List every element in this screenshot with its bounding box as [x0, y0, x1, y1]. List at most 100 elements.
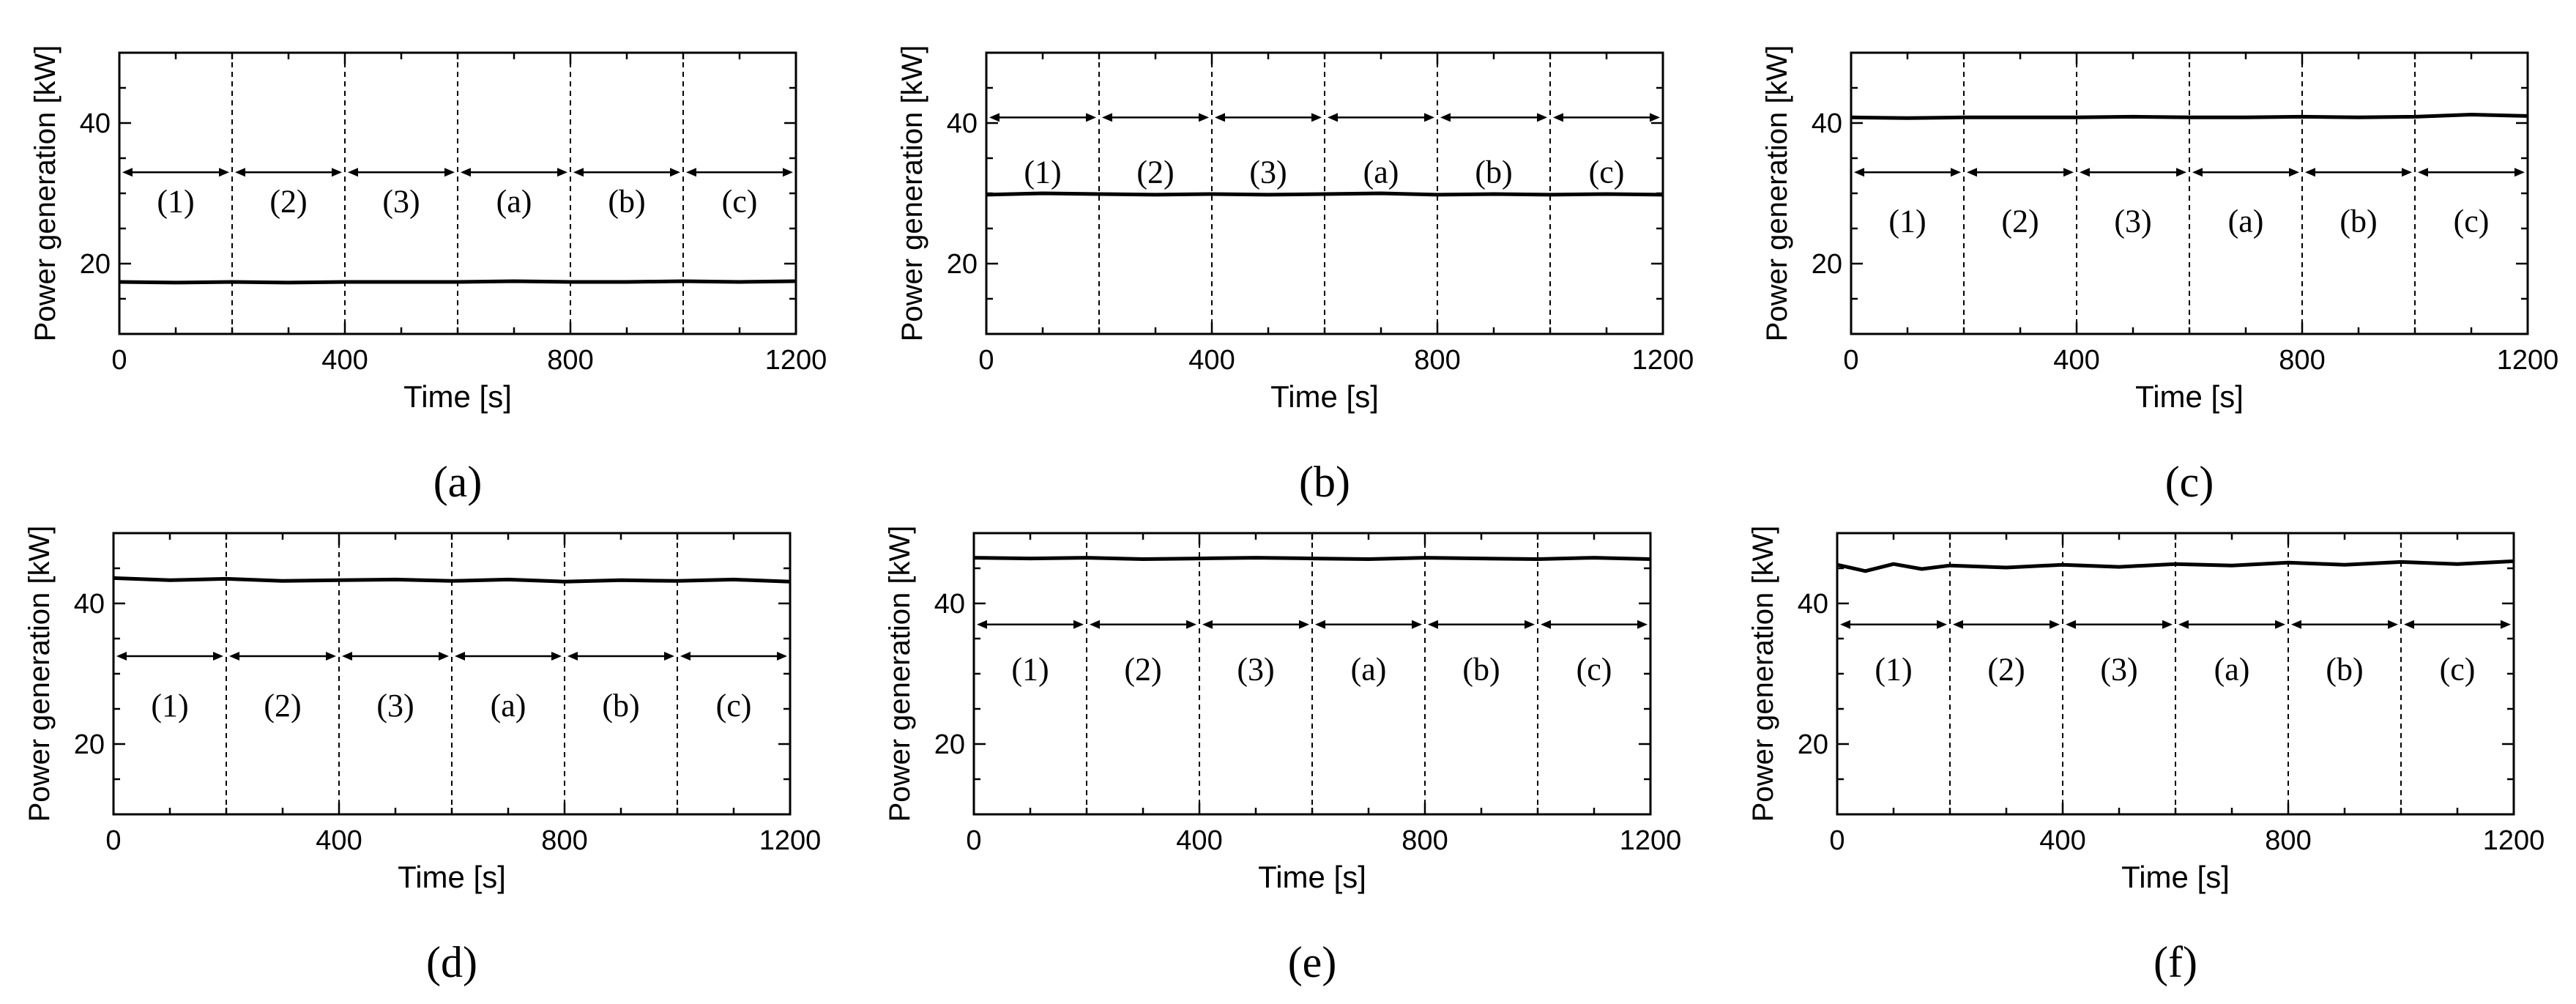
x-tick-label: 800 — [541, 825, 587, 856]
phase-arrowhead-left — [1840, 620, 1850, 629]
phase-arrowhead-right — [2501, 620, 2511, 629]
panel-a: 0 400 800 1200 20 40 Time [s] Power generation … — [29, 45, 827, 506]
panel-label: (e) — [1288, 938, 1337, 986]
phase-label: (c) — [2454, 203, 2490, 239]
phase-arrowhead-left — [977, 620, 987, 629]
phase-arrowhead-right — [1537, 113, 1547, 122]
phase-label: (1) — [1875, 651, 1912, 687]
phase-arrowhead-left — [1967, 168, 1977, 177]
phase-label: (b) — [608, 184, 645, 220]
phase-arrowhead-left — [1428, 620, 1438, 629]
y-tick-label: 20 — [1798, 729, 1828, 760]
phase-label: (1) — [157, 184, 194, 220]
phase-label: (a) — [2228, 203, 2264, 239]
panel-label: (b) — [1299, 458, 1350, 506]
x-tick-label: 1200 — [759, 825, 822, 856]
y-tick-label: 20 — [80, 249, 111, 280]
phase-arrowhead-left — [122, 168, 133, 177]
phase-arrowhead-right — [332, 168, 342, 177]
phase-arrowhead-left — [573, 168, 584, 177]
phase-arrowhead-right — [439, 652, 449, 661]
panel-label: (f) — [2154, 938, 2197, 986]
phase-arrowhead-right — [2050, 620, 2060, 629]
phase-label: (1) — [1024, 154, 1061, 190]
panel-e: 0 400 800 1200 20 40 Time [s] Power generation … — [884, 526, 1681, 986]
phase-label: (b) — [1462, 651, 1500, 687]
phase-arrowhead-right — [670, 168, 680, 177]
phase-label: (1) — [1011, 651, 1049, 687]
phase-arrowhead-right — [2275, 620, 2285, 629]
x-axis-label: Time [s] — [398, 860, 506, 894]
series-line — [1836, 559, 2514, 573]
y-tick-label: 40 — [1798, 589, 1828, 620]
phase-label: (2) — [264, 688, 301, 724]
phase-arrowhead-right — [1299, 620, 1309, 629]
phase-label: (2) — [1136, 154, 1174, 190]
panel-label: (a) — [433, 458, 483, 506]
y-tick-label: 40 — [80, 108, 111, 139]
phase-label: (2) — [2001, 203, 2039, 239]
phase-arrowhead-right — [2402, 168, 2412, 177]
x-axis-label: Time [s] — [1270, 379, 1379, 414]
phase-label: (2) — [1987, 651, 2025, 687]
phase-arrowhead-right — [1086, 113, 1096, 122]
x-tick-label: 1200 — [765, 345, 827, 376]
phase-arrowhead-left — [342, 652, 352, 661]
x-axis-label: Time [s] — [2121, 860, 2230, 894]
phase-arrowhead-left — [2066, 620, 2076, 629]
y-axis-label: Power generation [kW] — [29, 45, 62, 342]
phase-arrowhead-right — [783, 168, 793, 177]
x-tick-label: 800 — [1401, 825, 1448, 856]
y-tick-label: 40 — [947, 108, 978, 139]
phase-arrowhead-left — [1102, 113, 1112, 122]
panel-f: 0 400 800 1200 20 40 Time [s] Power generation … — [1747, 526, 2545, 986]
x-tick-label: 400 — [2039, 825, 2085, 856]
phase-arrowhead-right — [1311, 113, 1322, 122]
panel-d: 0 400 800 1200 20 40 Time [s] Power generation … — [23, 526, 821, 986]
phase-arrowhead-right — [1186, 620, 1196, 629]
x-tick-label: 1200 — [2497, 345, 2559, 376]
x-tick-label: 1200 — [1620, 825, 1682, 856]
phase-arrowhead-left — [1440, 113, 1451, 122]
panel-label: (d) — [426, 938, 477, 986]
phase-arrowhead-left — [1854, 168, 1864, 177]
x-tick-label: 0 — [966, 825, 981, 856]
phase-label: (b) — [602, 688, 639, 724]
x-tick-label: 400 — [2053, 345, 2099, 376]
phase-label: (c) — [722, 184, 758, 220]
phase-label: (c) — [1589, 154, 1625, 190]
phase-arrowhead-left — [235, 168, 245, 177]
series-line — [119, 279, 797, 285]
y-tick-label: 20 — [74, 729, 105, 760]
phase-arrowhead-right — [777, 652, 787, 661]
y-axis-label: Power generation [kW] — [23, 526, 56, 822]
phase-label: (a) — [1351, 651, 1387, 687]
phase-label: (b) — [1475, 154, 1512, 190]
phase-arrowhead-left — [348, 168, 358, 177]
y-tick-label: 20 — [1812, 249, 1842, 280]
panel-c: 0 400 800 1200 20 40 Time [s] Power generation … — [1761, 45, 2558, 506]
phase-label: (a) — [491, 688, 526, 724]
phase-arrowhead-left — [1215, 113, 1225, 122]
phase-label: (1) — [151, 688, 188, 724]
phase-label: (a) — [2214, 651, 2250, 687]
phase-arrowhead-left — [2178, 620, 2189, 629]
y-axis-label: Power generation [kW] — [896, 45, 928, 342]
phase-label: (a) — [1363, 154, 1399, 190]
phase-arrowhead-right — [2063, 168, 2074, 177]
phase-arrowhead-right — [2176, 168, 2186, 177]
x-tick-label: 0 — [1843, 345, 1858, 376]
panel-b: 0 400 800 1200 20 40 Time [s] Power generation … — [896, 45, 1694, 506]
phase-arrowhead-right — [2162, 620, 2173, 629]
phase-arrowhead-left — [2192, 168, 2203, 177]
phase-arrowhead-left — [1202, 620, 1213, 629]
phase-arrowhead-right — [1650, 113, 1660, 122]
phase-label: (c) — [716, 688, 752, 724]
y-axis-label: Power generation [kW] — [1761, 45, 1793, 342]
phase-arrowhead-right — [1424, 113, 1434, 122]
phase-arrowhead-left — [680, 652, 690, 661]
phase-arrowhead-left — [1328, 113, 1338, 122]
phase-arrowhead-left — [229, 652, 239, 661]
x-tick-label: 0 — [111, 345, 127, 376]
